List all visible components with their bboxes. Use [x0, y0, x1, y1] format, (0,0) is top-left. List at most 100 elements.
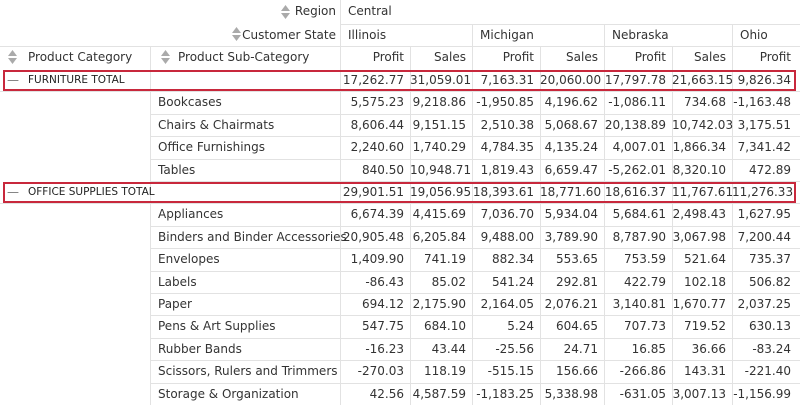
cell-value: 85.02 — [431, 274, 466, 289]
cell-value: 292.81 — [556, 274, 598, 289]
cell-value: 547.75 — [362, 319, 404, 334]
cell-value: 143.31 — [684, 364, 726, 379]
sort-icon[interactable] — [232, 26, 241, 42]
cell-value: 882.34 — [492, 252, 534, 267]
cell-value: 7,200.44 — [737, 229, 791, 244]
grid-line — [732, 24, 733, 405]
measure-label: Profit — [502, 50, 534, 64]
cell-value: 10,948.71 — [410, 162, 472, 177]
collapse-icon[interactable]: — — [7, 185, 19, 199]
cell-value: 741.19 — [424, 252, 466, 267]
subcategory-name: Rubber Bands — [158, 341, 242, 356]
cell-value: 4,415.69 — [412, 207, 466, 222]
cell-value: 4,007.01 — [612, 140, 666, 155]
grid-line — [150, 136, 800, 138]
cell-value: 1,627.95 — [737, 207, 791, 222]
grid-line — [672, 46, 673, 405]
cell-value: 20,905.48 — [342, 229, 404, 244]
cell-value: 4,135.24 — [544, 140, 598, 155]
group-total-label: FURNITURE TOTAL — [28, 74, 125, 86]
cell-value: 2,076.21 — [544, 297, 598, 311]
total-highlight — [3, 182, 796, 204]
cell-value: 1,819.43 — [480, 162, 534, 177]
state-name: Illinois — [348, 28, 387, 42]
cell-value: 840.50 — [362, 162, 404, 177]
cell-value: 1,740.29 — [412, 140, 466, 155]
total-highlight — [3, 70, 796, 92]
cell-value: 6,674.39 — [350, 207, 404, 222]
cell-value: -515.15 — [487, 364, 534, 379]
cell-value: 694.12 — [362, 297, 404, 311]
collapse-icon[interactable]: — — [7, 73, 19, 87]
cell-value: 10,742.03 — [672, 117, 734, 132]
cell-value: 43.44 — [431, 341, 466, 356]
subcategory-name: Bookcases — [158, 95, 222, 110]
measure-label: Sales — [566, 50, 598, 64]
cell-value: 553.65 — [556, 252, 598, 267]
cell-value: 102.18 — [684, 274, 726, 289]
cell-value: -86.43 — [365, 274, 404, 289]
cell-value: 16.85 — [631, 341, 666, 356]
cell-value: 472.89 — [749, 162, 791, 177]
cell-value: 20,060.00 — [540, 73, 602, 87]
cell-value: 735.37 — [749, 252, 791, 267]
cell-value: 18,771.60 — [540, 185, 602, 199]
cell-value: 6,659.47 — [544, 162, 598, 177]
subcategory-name: Scissors, Rulers and Trimmers — [158, 364, 338, 379]
grid-line — [150, 158, 800, 160]
cell-value: 604.65 — [556, 319, 598, 334]
cell-value: 42.56 — [369, 386, 404, 401]
cell-value: 2,498.43 — [672, 207, 726, 222]
sort-icon[interactable] — [161, 49, 170, 65]
cell-value: 2,175.90 — [412, 297, 466, 311]
cell-value: -1,156.99 — [733, 386, 791, 401]
measure-label: Sales — [434, 50, 466, 64]
cell-value: 2,037.25 — [737, 297, 791, 311]
subcategory-name: Binders and Binder Accessories — [158, 229, 347, 244]
grid-line — [150, 225, 800, 227]
state-name: Ohio — [740, 28, 768, 42]
sort-icon[interactable] — [281, 4, 290, 20]
subcategory-name: Storage & Organization — [158, 386, 299, 401]
cell-value: 719.52 — [684, 319, 726, 334]
cell-value: 3,789.90 — [544, 229, 598, 244]
grid-line — [340, 24, 800, 25]
grid-line — [150, 113, 800, 115]
cell-value: 7,163.31 — [480, 73, 534, 87]
cell-value: 8,320.10 — [672, 162, 726, 177]
cell-value: 2,240.60 — [350, 140, 404, 155]
group-total-label: OFFICE SUPPLIES TOTAL — [28, 186, 155, 198]
state-label: Customer State — [242, 28, 336, 42]
cell-value: 707.73 — [624, 319, 666, 334]
grid-line — [150, 46, 151, 405]
grid-line — [150, 360, 800, 362]
cell-value: 9,488.00 — [480, 229, 534, 244]
cell-value: 5.24 — [507, 319, 534, 334]
grid-line — [410, 46, 411, 405]
cell-value: -5,262.01 — [608, 162, 666, 177]
cell-value: -1,183.25 — [476, 386, 534, 401]
measure-label: Profit — [634, 50, 666, 64]
cell-value: -270.03 — [357, 364, 404, 379]
cell-value: -266.86 — [619, 364, 666, 379]
subcategory-name: Pens & Art Supplies — [158, 319, 276, 334]
cell-value: 3,175.51 — [737, 117, 791, 132]
grid-line — [0, 203, 800, 205]
cell-value: 4,587.59 — [412, 386, 466, 401]
cell-value: 7,341.42 — [737, 140, 791, 155]
cell-value: 8,606.44 — [350, 117, 404, 132]
grid-line — [0, 46, 800, 47]
cell-value: 31,059.01 — [410, 73, 472, 87]
cell-value: 684.10 — [424, 319, 466, 334]
cell-value: -1,086.11 — [608, 95, 666, 110]
cell-value: 21,663.15 — [672, 73, 734, 87]
cell-value: 156.66 — [556, 364, 598, 379]
cell-value: 521.64 — [684, 252, 726, 267]
cell-value: 3,140.81 — [612, 297, 666, 311]
cell-value: 1,670.77 — [672, 297, 726, 311]
cell-value: 5,684.61 — [612, 207, 666, 222]
cell-value: 8,787.90 — [612, 229, 666, 244]
subcategory-name: Chairs & Chairmats — [158, 117, 275, 132]
cell-value: 17,262.77 — [342, 73, 404, 87]
sort-icon[interactable] — [8, 49, 17, 65]
